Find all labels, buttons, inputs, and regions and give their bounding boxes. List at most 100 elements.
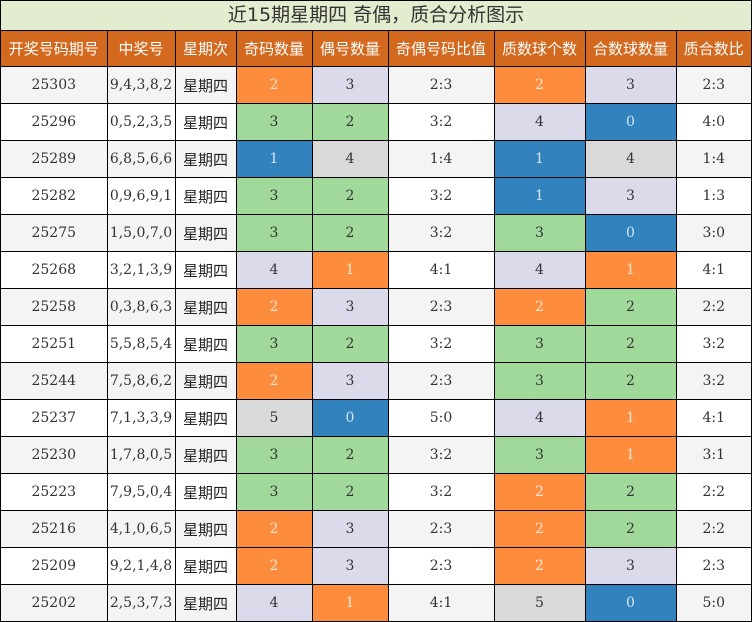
even-count-cell: 3 <box>311 66 389 104</box>
winning-numbers-cell: 1,5,0,7,0 <box>106 214 176 252</box>
prime-count-cell: 2 <box>493 288 586 326</box>
weekday-cell: 星期四 <box>174 584 237 622</box>
issue-cell: 25237 <box>1 399 108 437</box>
header-prime-composite-ratio: 质合数比 <box>675 31 751 67</box>
prime-composite-ratio-cell: 2:2 <box>675 473 751 511</box>
winning-numbers-cell: 7,5,8,6,2 <box>106 362 176 400</box>
winning-numbers-cell: 1,7,8,0,5 <box>106 436 176 474</box>
issue-cell: 25303 <box>1 66 108 104</box>
composite-count-cell: 0 <box>584 214 677 252</box>
even-count-cell: 2 <box>311 473 389 511</box>
table-row: 25216 4,1,0,6,5 星期四 2 3 2:3 2 2 2:2 <box>1 510 751 548</box>
prime-count-cell: 2 <box>493 510 586 548</box>
prime-composite-ratio-cell: 4:0 <box>675 103 751 141</box>
prime-composite-ratio-cell: 4:1 <box>675 399 751 437</box>
composite-count-cell: 1 <box>584 399 677 437</box>
prime-composite-ratio-cell: 3:2 <box>675 362 751 400</box>
issue-cell: 25209 <box>1 547 108 585</box>
page-title: 近15期星期四 奇偶，质合分析图示 <box>1 1 751 31</box>
odd-even-ratio-cell: 1:4 <box>387 140 495 178</box>
winning-numbers-cell: 5,5,8,5,4 <box>106 325 176 363</box>
prime-composite-ratio-cell: 2:2 <box>675 288 751 326</box>
issue-cell: 25202 <box>1 584 108 622</box>
odd-even-ratio-cell: 5:0 <box>387 399 495 437</box>
odd-count-cell: 4 <box>235 584 313 622</box>
composite-count-cell: 2 <box>584 288 677 326</box>
even-count-cell: 2 <box>311 103 389 141</box>
weekday-cell: 星期四 <box>174 547 237 585</box>
even-count-cell: 3 <box>311 547 389 585</box>
issue-cell: 25223 <box>1 473 108 511</box>
even-count-cell: 2 <box>311 177 389 215</box>
even-count-cell: 2 <box>311 325 389 363</box>
prime-composite-ratio-cell: 5:0 <box>675 584 751 622</box>
prime-composite-ratio-cell: 3:2 <box>675 325 751 363</box>
header-odd-even-ratio: 奇偶号码比值 <box>387 31 495 67</box>
odd-even-ratio-cell: 4:1 <box>387 584 495 622</box>
prime-count-cell: 2 <box>493 547 586 585</box>
odd-even-ratio-cell: 3:2 <box>387 103 495 141</box>
table-row: 25237 7,1,3,3,9 星期四 5 0 5:0 4 1 4:1 <box>1 399 751 437</box>
even-count-cell: 3 <box>311 510 389 548</box>
odd-count-cell: 3 <box>235 325 313 363</box>
composite-count-cell: 2 <box>584 325 677 363</box>
table-row: 25268 3,2,1,3,9 星期四 4 1 4:1 4 1 4:1 <box>1 251 751 289</box>
prime-count-cell: 3 <box>493 436 586 474</box>
weekday-cell: 星期四 <box>174 399 237 437</box>
weekday-cell: 星期四 <box>174 288 237 326</box>
winning-numbers-cell: 3,2,1,3,9 <box>106 251 176 289</box>
table-row: 25289 6,8,5,6,6 星期四 1 4 1:4 1 4 1:4 <box>1 140 751 178</box>
weekday-cell: 星期四 <box>174 177 237 215</box>
prime-count-cell: 2 <box>493 473 586 511</box>
prime-count-cell: 3 <box>493 214 586 252</box>
issue-cell: 25216 <box>1 510 108 548</box>
even-count-cell: 3 <box>311 288 389 326</box>
odd-even-ratio-cell: 2:3 <box>387 288 495 326</box>
odd-even-ratio-cell: 3:2 <box>387 177 495 215</box>
even-count-cell: 2 <box>311 436 389 474</box>
odd-even-ratio-cell: 2:3 <box>387 66 495 104</box>
odd-count-cell: 4 <box>235 251 313 289</box>
header-prime-count: 质数球个数 <box>493 31 586 67</box>
prime-count-cell: 1 <box>493 140 586 178</box>
weekday-cell: 星期四 <box>174 473 237 511</box>
weekday-cell: 星期四 <box>174 214 237 252</box>
odd-count-cell: 3 <box>235 177 313 215</box>
composite-count-cell: 2 <box>584 510 677 548</box>
prime-count-cell: 4 <box>493 399 586 437</box>
winning-numbers-cell: 0,5,2,3,5 <box>106 103 176 141</box>
winning-numbers-cell: 6,8,5,6,6 <box>106 140 176 178</box>
issue-cell: 25296 <box>1 103 108 141</box>
prime-count-cell: 4 <box>493 103 586 141</box>
prime-count-cell: 2 <box>493 66 586 104</box>
composite-count-cell: 1 <box>584 251 677 289</box>
table-row: 25209 9,2,1,4,8 星期四 2 3 2:3 2 3 2:3 <box>1 547 751 585</box>
table-row: 25244 7,5,8,6,2 星期四 2 3 2:3 3 2 3:2 <box>1 362 751 400</box>
winning-numbers-cell: 0,3,8,6,3 <box>106 288 176 326</box>
composite-count-cell: 0 <box>584 584 677 622</box>
prime-count-cell: 3 <box>493 325 586 363</box>
table-row: 25282 0,9,6,9,1 星期四 3 2 3:2 1 3 1:3 <box>1 177 751 215</box>
issue-cell: 25282 <box>1 177 108 215</box>
winning-numbers-cell: 7,9,5,0,4 <box>106 473 176 511</box>
odd-count-cell: 2 <box>235 288 313 326</box>
composite-count-cell: 3 <box>584 547 677 585</box>
weekday-cell: 星期四 <box>174 510 237 548</box>
header-numbers: 中奖号 <box>106 31 176 67</box>
prime-count-cell: 4 <box>493 251 586 289</box>
odd-count-cell: 2 <box>235 362 313 400</box>
prime-count-cell: 5 <box>493 584 586 622</box>
prime-composite-ratio-cell: 3:0 <box>675 214 751 252</box>
issue-cell: 25230 <box>1 436 108 474</box>
weekday-cell: 星期四 <box>174 251 237 289</box>
odd-count-cell: 1 <box>235 140 313 178</box>
table-row: 25275 1,5,0,7,0 星期四 3 2 3:2 3 0 3:0 <box>1 214 751 252</box>
table-row: 25296 0,5,2,3,5 星期四 3 2 3:2 4 0 4:0 <box>1 103 751 141</box>
odd-even-ratio-cell: 4:1 <box>387 251 495 289</box>
odd-even-ratio-cell: 2:3 <box>387 547 495 585</box>
odd-even-ratio-cell: 3:2 <box>387 473 495 511</box>
issue-cell: 25258 <box>1 288 108 326</box>
header-odd-count: 奇码数量 <box>235 31 313 67</box>
weekday-cell: 星期四 <box>174 66 237 104</box>
issue-cell: 25244 <box>1 362 108 400</box>
